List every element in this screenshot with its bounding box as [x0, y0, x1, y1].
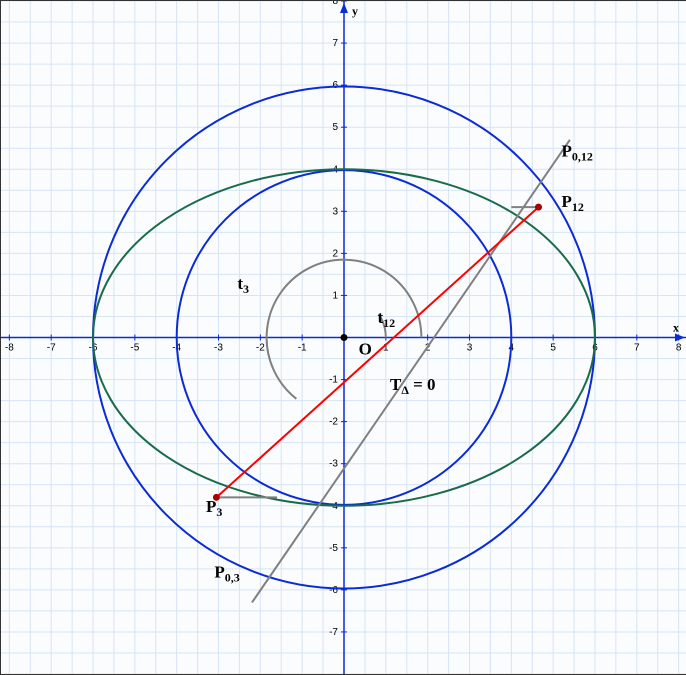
plot-svg: -8-7-6-5-4-3-2-112345678-7-6-5-4-3-2-112… [1, 1, 686, 674]
point-1 [535, 204, 542, 211]
x-tick-label: -8 [5, 343, 14, 354]
y-tick-label: -3 [329, 459, 338, 470]
x-tick-label: 5 [550, 343, 556, 354]
point-0 [341, 334, 348, 341]
x-tick-label: 7 [634, 343, 640, 354]
y-tick-label: 7 [332, 38, 338, 49]
x-tick-label: -7 [47, 343, 56, 354]
y-axis-arrow [340, 3, 348, 13]
y-tick-label: -2 [329, 417, 338, 428]
math-plot: -8-7-6-5-4-3-2-112345678-7-6-5-4-3-2-112… [0, 0, 686, 675]
x-tick-label: -3 [214, 343, 223, 354]
y-tick-label: -1 [329, 375, 338, 386]
label-t3: t3 [237, 274, 249, 296]
label-tdelta: TΔ = 0 [390, 375, 436, 397]
label-origin: O [359, 339, 372, 358]
x-tick-label: 8 [676, 343, 682, 354]
y-tick-label: 8 [332, 1, 338, 7]
x-tick-label: -2 [256, 343, 265, 354]
y-tick-label: -6 [329, 585, 338, 596]
label-p03: P0,3 [214, 562, 239, 584]
y-tick-label: -7 [329, 627, 338, 638]
construction-line-0 [252, 140, 570, 603]
y-tick-label: -5 [329, 543, 338, 554]
x-axis-arrow [675, 334, 685, 342]
label-p3: P3 [206, 497, 222, 519]
x-tick-label: -5 [130, 343, 139, 354]
y-tick-label: 3 [332, 206, 338, 217]
x-tick-label: 3 [467, 343, 473, 354]
y-axis-label: y [352, 4, 358, 18]
x-tick-label: -1 [298, 343, 307, 354]
y-tick-label: 2 [332, 248, 338, 259]
y-tick-label: 1 [332, 290, 338, 301]
x-axis-label: x [673, 321, 679, 335]
y-tick-label: 5 [332, 122, 338, 133]
label-p012: P0,12 [562, 142, 593, 164]
label-p12: P12 [562, 192, 584, 214]
